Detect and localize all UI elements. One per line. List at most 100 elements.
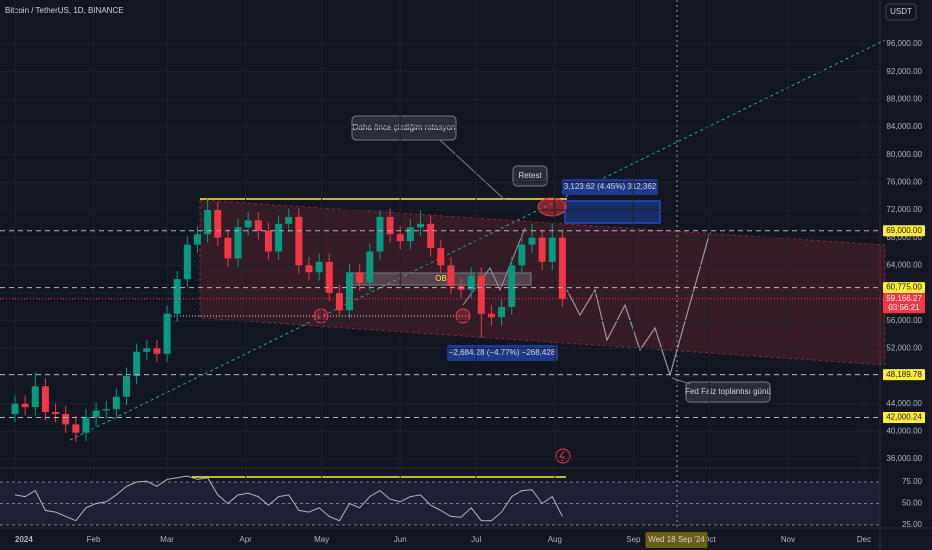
x-tick-label: Feb: [87, 535, 101, 544]
currency: USDT: [890, 7, 912, 16]
candle-body: [487, 313, 495, 318]
candle-body: [112, 396, 120, 410]
candle-body: [102, 409, 110, 411]
y-tick-label: 68,000.00: [886, 233, 922, 242]
price-tag-label: 69,000.00: [886, 226, 922, 235]
x-tick-label: Dec: [857, 535, 871, 544]
rsi-tick-label: 50.00: [902, 499, 923, 508]
candle-body: [275, 223, 283, 252]
candle-body: [244, 220, 252, 228]
candle-body: [11, 403, 19, 415]
crosshair-tag: [645, 532, 708, 548]
annotation: Daha önce çizdiğim rotasyon: [353, 123, 456, 132]
retest-circle: [537, 197, 567, 217]
callout-box: [512, 165, 548, 187]
candle-body: [31, 386, 39, 408]
x-tick-label: May: [314, 535, 329, 544]
candle-body: [193, 234, 201, 245]
price-tag: [883, 282, 925, 294]
candle-body: [21, 403, 29, 408]
price-tag: [883, 369, 925, 381]
x-tick-label: Aug: [548, 535, 562, 544]
measure-label-box: [447, 345, 558, 361]
y-tick-label: 84,000.00: [886, 122, 922, 131]
annotation: OB: [435, 274, 447, 283]
callout-pointer: [439, 139, 506, 201]
candle-body: [416, 223, 424, 228]
candle-body: [366, 251, 374, 283]
y-tick-label: 44,000.00: [886, 399, 922, 408]
price-tag-label: 60,775.00: [886, 283, 922, 292]
annotation: Fed Faiz toplantısı günü: [685, 387, 771, 396]
candle-body: [234, 227, 242, 259]
candle-body: [305, 265, 313, 273]
candle-body: [285, 216, 293, 224]
pivot-circle: [313, 308, 329, 324]
measure-label-box: [562, 179, 658, 195]
y-tick-label: 64,000.00: [886, 260, 922, 269]
annotation: −2,684.28 (−4.77%) −268,428: [449, 348, 556, 357]
event-icon: [555, 448, 571, 464]
x-tick-label: Nov: [781, 535, 795, 544]
candle-body: [173, 279, 181, 314]
candle-body: [518, 244, 526, 266]
candle-body: [153, 348, 161, 354]
candle-body: [163, 313, 171, 354]
candle-body: [406, 227, 414, 242]
candle-body: [467, 275, 475, 290]
y-tick-label: 96,000.00: [886, 39, 922, 48]
channel: [199, 199, 886, 366]
y-tick-label: 76,000.00: [886, 177, 922, 186]
price-tag-label: 48,189.78: [886, 370, 922, 379]
candle-body: [498, 306, 506, 318]
candle-body: [558, 237, 566, 299]
price-tag-label: 42,000.24: [886, 413, 922, 422]
candle-body: [183, 244, 191, 280]
callout-pointer: [671, 377, 691, 385]
candle-body: [254, 220, 262, 231]
candle-body: [92, 410, 100, 418]
candle-body: [82, 417, 90, 433]
y-tick-label: 80,000.00: [886, 150, 922, 159]
candle-body: [62, 414, 70, 425]
candle-body: [264, 230, 272, 252]
measure-box: [564, 200, 661, 224]
candle-body: [224, 237, 232, 259]
candle-body: [427, 223, 435, 249]
candle-body: [528, 237, 536, 245]
candle-body: [356, 272, 364, 283]
candle-body: [72, 424, 80, 433]
crosshair-label: Wed 18 Sep '24: [648, 535, 705, 544]
x-tick-label: Jul: [471, 535, 481, 544]
candle-body: [508, 265, 516, 307]
candle-body: [335, 293, 343, 311]
callout-box: [351, 115, 457, 141]
price-tag-label: 59,166.27: [886, 294, 922, 303]
candle-body: [376, 216, 384, 252]
x-tick-label: Jun: [394, 535, 407, 544]
candle-body: [295, 216, 303, 266]
price-countdown: 03:56:21: [888, 303, 920, 312]
candle-body: [386, 216, 394, 235]
callout-box: [685, 381, 771, 403]
candle-body: [133, 351, 141, 376]
candle-body: [548, 237, 556, 262]
y-tick-label: 88,000.00: [886, 94, 922, 103]
candle-body: [396, 234, 404, 242]
x-tick-label: Mar: [160, 535, 174, 544]
candle-body: [325, 261, 333, 293]
candle-body: [447, 265, 455, 287]
currency-box: [885, 3, 917, 21]
trend-line: [69, 39, 886, 441]
candle-body: [538, 237, 546, 262]
projection-path: [566, 231, 711, 378]
price-tag: [883, 411, 925, 423]
x-tick-label: Sep: [626, 535, 641, 544]
price-tag: [883, 293, 925, 314]
candle-body: [52, 411, 60, 415]
y-tick-label: 52,000.00: [886, 343, 922, 352]
y-tick-label: 72,000.00: [886, 205, 922, 214]
annotation: Retest: [518, 171, 542, 180]
price-tag: [883, 225, 925, 237]
